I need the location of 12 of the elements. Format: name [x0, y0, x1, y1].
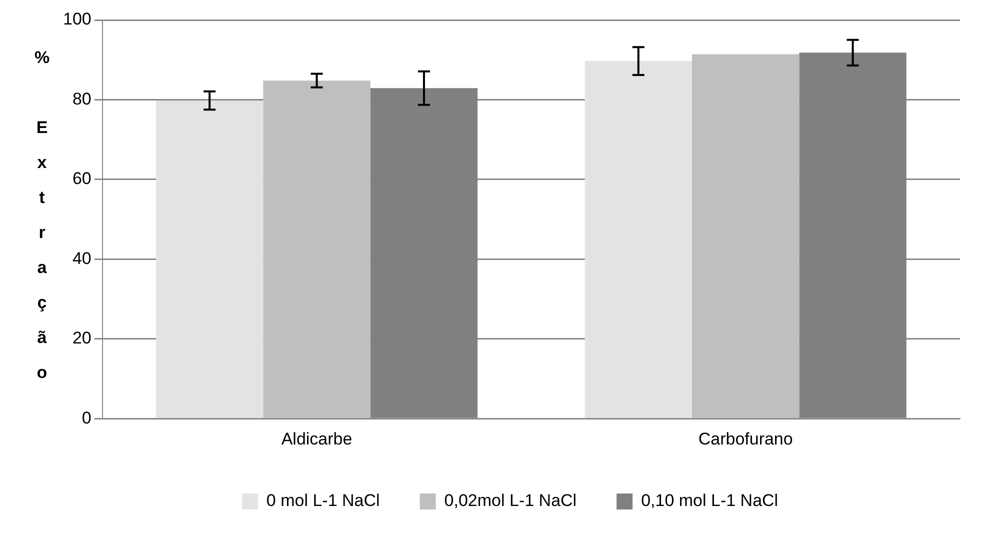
y-tick-label: 20 [72, 328, 92, 348]
y-tick-label: 60 [72, 169, 92, 188]
legend-label: 0 mol L-1 NaCl [266, 491, 380, 510]
y-tick-label: 100 [62, 10, 92, 29]
text: % Extração [34, 48, 50, 382]
y-tick-label: 0 [82, 408, 92, 428]
y-tick-label: 80 [72, 89, 92, 108]
y-tick-label: 40 [72, 248, 92, 268]
legend-label: 0,10 mol L-1 NaCl [641, 491, 778, 510]
x-tick-label: Carbofurano [698, 429, 793, 448]
x-tick-label: Aldicarbe [281, 429, 352, 448]
legend-label: 0,02mol L-1 NaCl [444, 491, 577, 510]
